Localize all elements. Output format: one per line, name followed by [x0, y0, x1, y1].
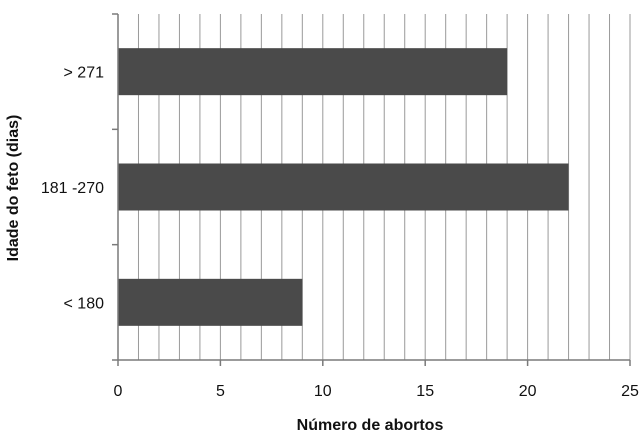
bar — [118, 163, 569, 211]
x-axis-title: Número de abortos — [297, 417, 444, 434]
x-tick-label: 0 — [114, 383, 123, 400]
bars — [118, 48, 569, 326]
x-tick-label: 15 — [416, 383, 434, 400]
y-tick-label: 181 -270 — [41, 180, 104, 197]
y-tick-label: < 180 — [64, 295, 105, 312]
x-tick-label: 5 — [216, 383, 225, 400]
axes — [112, 13, 631, 366]
x-tick-label: 25 — [621, 383, 639, 400]
y-tick-label: > 271 — [64, 65, 105, 82]
bar — [118, 278, 303, 326]
tick-labels: < 180 181 -270 > 271 0 5 10 15 20 25 — [41, 65, 639, 400]
x-tick-label: 20 — [519, 383, 537, 400]
bar — [118, 48, 508, 96]
x-tick-label: 10 — [314, 383, 332, 400]
y-axis-title: Idade do feto (dias) — [5, 115, 22, 262]
